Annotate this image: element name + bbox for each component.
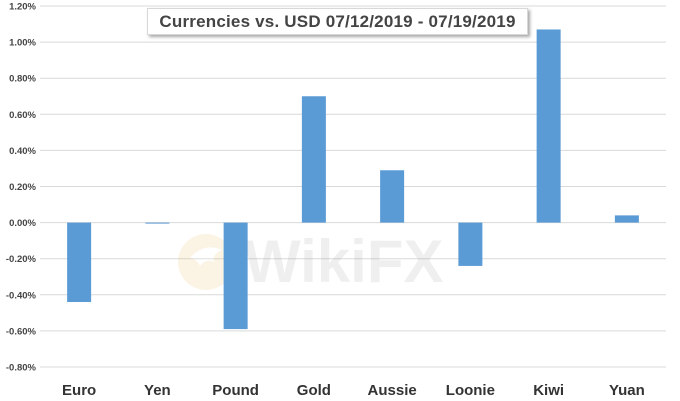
watermark-bird-icon [190, 247, 222, 266]
bar-aussie [380, 170, 405, 223]
bar-yen [145, 222, 170, 224]
y-tick-label: 0.40% [9, 146, 36, 157]
x-tick-label-aussie: Aussie [368, 382, 417, 399]
x-tick-label-loonie: Loonie [446, 382, 495, 399]
y-tick-label: -0.60% [6, 326, 37, 337]
y-tick-label: -0.40% [6, 290, 37, 301]
x-axis-ticks: Euro Yen Pound Gold Aussie Loonie Kiwi Yuan [62, 382, 645, 399]
bar-gold [301, 96, 326, 223]
y-tick-label: -0.80% [6, 363, 37, 374]
y-tick-label: 1.20% [9, 2, 36, 13]
watermark-emblem-icon [178, 234, 234, 290]
x-tick-label-yen: Yen [144, 382, 171, 399]
y-tick-label: 0.00% [9, 218, 36, 229]
x-tick-label-pound: Pound [212, 382, 259, 399]
bar-euro [67, 222, 92, 303]
bar-kiwi [536, 29, 561, 223]
chart-title: Currencies vs. USD 07/12/2019 - 07/19/20… [147, 8, 528, 35]
watermark-text: WikiFX [244, 228, 443, 295]
bar-pound [223, 222, 248, 330]
x-tick-label-gold: Gold [297, 382, 331, 399]
y-tick-label: 0.80% [9, 74, 36, 85]
bar-loonie [458, 222, 483, 266]
y-tick-label: 0.20% [9, 182, 36, 193]
y-tick-label: 0.60% [9, 110, 36, 121]
watermark-logo: WikiFX [178, 228, 443, 295]
x-tick-label-kiwi: Kiwi [533, 382, 564, 399]
bars [67, 29, 639, 330]
y-tick-label: -0.20% [6, 254, 37, 265]
gridlines [40, 5, 666, 368]
y-axis-ticks: 1.20% 1.00% 0.80% 0.60% 0.40% 0.20% 0.00% -0.20… [6, 2, 37, 374]
y-tick-label: 1.00% [9, 38, 36, 49]
bar-yuan [614, 215, 639, 223]
x-tick-label-euro: Euro [62, 382, 96, 399]
x-tick-label-yuan: Yuan [609, 382, 645, 399]
